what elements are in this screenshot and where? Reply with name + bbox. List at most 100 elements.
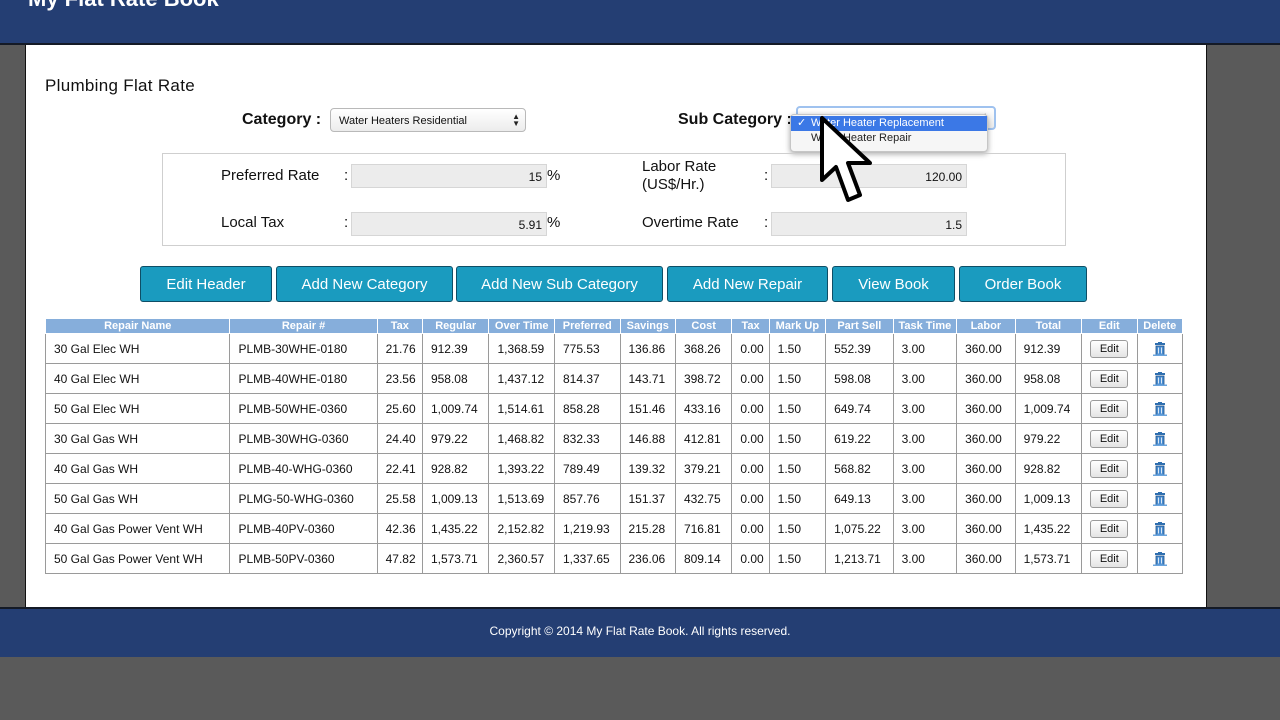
labor-rate-label: Labor Rate (US$/Hr.) [642, 158, 716, 194]
category-select[interactable]: Water Heaters Residential ▲ ▼ [330, 108, 526, 132]
table-cell: 3.00 [892, 423, 958, 454]
table-row: 30 Gal Elec WH PLMB-30WHE-0180 21.76 912.39… [44, 333, 1184, 364]
table-cell: PLMG-50-WHG-0360 [229, 483, 378, 514]
column-header: Savings [619, 318, 676, 334]
repairs-table: Repair Name Repair # Tax Regular Over Time Pr… [44, 318, 1184, 574]
edit-cell: Edit [1081, 393, 1138, 424]
table-cell: PLMB-50PV-0360 [229, 543, 378, 574]
order-book-button[interactable]: Order Book [959, 266, 1087, 302]
delete-cell [1136, 543, 1184, 574]
edit-cell: Edit [1081, 513, 1138, 544]
subcategory-label: Sub Category : [678, 111, 792, 128]
table-cell: 619.22 [825, 423, 894, 454]
table-cell: 979.22 [421, 423, 490, 454]
edit-button[interactable]: Edit [1090, 489, 1129, 508]
add-new-category-button[interactable]: Add New Category [276, 266, 453, 302]
edit-button[interactable]: Edit [1090, 459, 1129, 478]
table-cell: 412.81 [674, 423, 733, 454]
local-tax-input[interactable]: 5.91 [351, 212, 547, 236]
table-cell: PLMB-30WHG-0360 [229, 423, 378, 454]
table-cell: 1,337.65 [553, 543, 621, 574]
column-header: Cost [674, 318, 733, 334]
table-cell: 928.82 [421, 453, 490, 484]
add-new-sub-category-button[interactable]: Add New Sub Category [456, 266, 663, 302]
table-cell: 22.41 [376, 453, 423, 484]
table-cell: 1.50 [768, 333, 827, 364]
table-cell: 2,152.82 [488, 513, 555, 544]
table-cell: 215.28 [619, 513, 676, 544]
mouse-pointer-icon [820, 116, 872, 202]
labor-rate-label-line1: Labor Rate [642, 158, 717, 175]
table-cell: 1,009.74 [1014, 393, 1083, 424]
table-cell: 1,514.61 [488, 393, 555, 424]
brand-title: My Flat Rate Book [28, 0, 219, 12]
trash-icon[interactable] [1152, 401, 1167, 416]
table-cell: 433.16 [674, 393, 733, 424]
table-cell: 360.00 [956, 423, 1016, 454]
table-cell: 979.22 [1014, 423, 1083, 454]
edit-cell: Edit [1081, 453, 1138, 484]
table-cell: 912.39 [421, 333, 490, 364]
preferred-rate-input[interactable]: 15 [351, 164, 547, 188]
column-header: Task Time [892, 318, 958, 334]
column-header: Preferred [553, 318, 621, 334]
table-cell: 1.50 [768, 483, 827, 514]
table-cell: 649.74 [825, 393, 894, 424]
table-cell: 716.81 [674, 513, 733, 544]
edit-header-button[interactable]: Edit Header [140, 266, 272, 302]
table-cell: 814.37 [553, 363, 621, 394]
edit-cell: Edit [1081, 483, 1138, 514]
table-cell: 857.76 [553, 483, 621, 514]
preferred-rate-label: Preferred Rate [221, 167, 320, 184]
trash-icon[interactable] [1152, 551, 1167, 566]
table-cell: 1.50 [768, 423, 827, 454]
view-book-button[interactable]: View Book [832, 266, 955, 302]
trash-icon[interactable] [1152, 461, 1167, 476]
edit-button[interactable]: Edit [1090, 429, 1129, 448]
edit-button[interactable]: Edit [1090, 399, 1129, 418]
edit-button[interactable]: Edit [1090, 339, 1129, 358]
table-cell: 3.00 [892, 333, 958, 364]
trash-icon[interactable] [1152, 431, 1167, 446]
column-header: Repair # [229, 318, 378, 334]
table-cell: 809.14 [674, 543, 733, 574]
column-header: Total [1014, 318, 1083, 334]
column-header: Regular [421, 318, 490, 334]
table-cell: 360.00 [956, 363, 1016, 394]
table-cell: 1.50 [768, 543, 827, 574]
subcategory-dropdown-list: ✓ Water Heater Replacement Water Heater … [790, 114, 988, 152]
table-cell: 151.46 [619, 393, 676, 424]
table-cell: 136.86 [619, 333, 676, 364]
table-cell: 25.60 [376, 393, 423, 424]
edit-button[interactable]: Edit [1090, 519, 1129, 538]
table-cell: 552.39 [825, 333, 894, 364]
subcategory-option-replacement[interactable]: ✓ Water Heater Replacement [791, 116, 987, 131]
top-header-bar: My Flat Rate Book [0, 0, 1280, 45]
overtime-rate-label: Overtime Rate [642, 214, 739, 231]
table-cell: 30 Gal Gas WH [44, 423, 231, 454]
edit-button[interactable]: Edit [1090, 369, 1129, 388]
trash-icon[interactable] [1152, 371, 1167, 386]
delete-cell [1136, 363, 1184, 394]
table-cell: 958.08 [1014, 363, 1083, 394]
local-tax-label: Local Tax [221, 214, 285, 231]
table-cell: 1,393.22 [488, 453, 555, 484]
table-cell: 1,468.82 [488, 423, 555, 454]
select-arrows-icon: ▲▼ [512, 112, 520, 128]
table-cell: 958.08 [421, 363, 490, 394]
table-cell: 236.06 [619, 543, 676, 574]
table-cell: PLMB-50WHE-0360 [229, 393, 378, 424]
category-select-value: Water Heaters Residential [339, 115, 467, 127]
table-cell: 3.00 [892, 393, 958, 424]
trash-icon[interactable] [1152, 341, 1167, 356]
table-cell: 1.50 [768, 513, 827, 544]
add-new-repair-button[interactable]: Add New Repair [667, 266, 828, 302]
overtime-rate-input[interactable]: 1.5 [771, 212, 967, 236]
delete-cell [1136, 513, 1184, 544]
table-cell: 40 Gal Gas WH [44, 453, 231, 484]
table-cell: 360.00 [956, 543, 1016, 574]
trash-icon[interactable] [1152, 491, 1167, 506]
colon: : [764, 214, 769, 231]
trash-icon[interactable] [1152, 521, 1167, 536]
edit-button[interactable]: Edit [1090, 549, 1129, 568]
